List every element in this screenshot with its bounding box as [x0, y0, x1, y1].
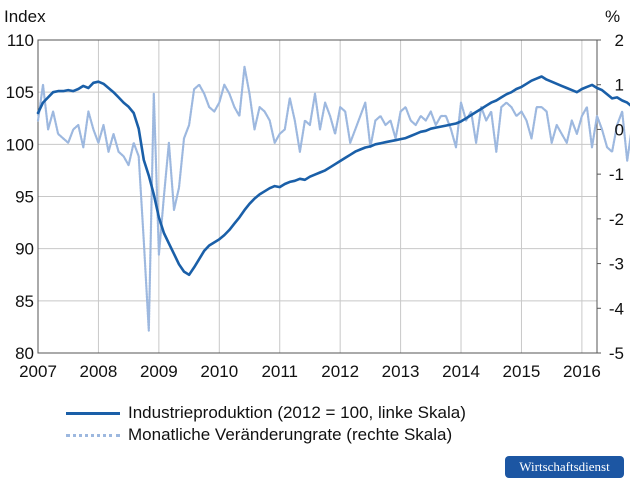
x-tick-label: 2010 — [200, 362, 238, 381]
wirtschaftsdienst-logo: Wirtschaftsdienst — [505, 456, 624, 478]
x-tick-label: 2015 — [503, 362, 541, 381]
grid-layer — [37, 39, 597, 354]
left-axis-title: Index — [4, 7, 46, 26]
right-tick-label: 0 — [615, 120, 624, 139]
left-tick-label: 90 — [15, 240, 34, 259]
tick-layer: 110 105 100 95 90 85 80 2 1 0 -1 -2 -3 -4 -5 2007 2008 20… — [6, 31, 624, 381]
series-line-industrieproduktion — [36, 75, 630, 277]
right-tick-label: -2 — [609, 210, 624, 229]
plot-frame — [37, 39, 598, 354]
right-tick-label: -1 — [609, 165, 624, 184]
x-tick-label: 2016 — [563, 362, 601, 381]
x-tick-label: 2009 — [140, 362, 178, 381]
legend-swatch-industrieproduktion — [66, 411, 120, 415]
right-axis-title: % — [605, 7, 620, 26]
left-tick-label: 95 — [15, 188, 34, 207]
right-tick-label: -4 — [609, 299, 624, 318]
x-tick-label: 2014 — [442, 362, 480, 381]
chart-legend: Industrieproduktion (2012 = 100, linke S… — [66, 402, 466, 446]
series-layer — [36, 65, 630, 332]
left-tick-label: 85 — [15, 292, 34, 311]
legend-label-veraenderungsrate: Monatliche Veränderungrate (rechte Skala… — [128, 425, 453, 444]
series-line-veraenderungsrate — [36, 65, 630, 332]
legend-swatch-veraenderungsrate — [66, 433, 120, 437]
right-tick-label: 1 — [615, 76, 624, 95]
legend-entry-industrieproduktion: Industrieproduktion (2012 = 100, linke S… — [66, 402, 466, 424]
x-tick-label: 2008 — [80, 362, 118, 381]
legend-entry-veraenderungsrate: Monatliche Veränderungrate (rechte Skala… — [66, 424, 466, 446]
x-tick-label: 2011 — [261, 362, 298, 381]
left-tick-label: 80 — [15, 344, 34, 363]
right-tick-label: -5 — [609, 344, 624, 363]
right-tick-label: -3 — [609, 255, 624, 274]
left-tick-label: 105 — [6, 83, 34, 102]
left-tick-label: 110 — [7, 31, 34, 50]
x-tick-label: 2007 — [19, 362, 57, 381]
left-tick-label: 100 — [6, 135, 34, 154]
x-tick-label: 2012 — [321, 362, 359, 381]
legend-label-industrieproduktion: Industrieproduktion (2012 = 100, linke S… — [128, 403, 466, 422]
right-tick-label: 2 — [615, 31, 624, 50]
x-tick-label: 2013 — [382, 362, 420, 381]
